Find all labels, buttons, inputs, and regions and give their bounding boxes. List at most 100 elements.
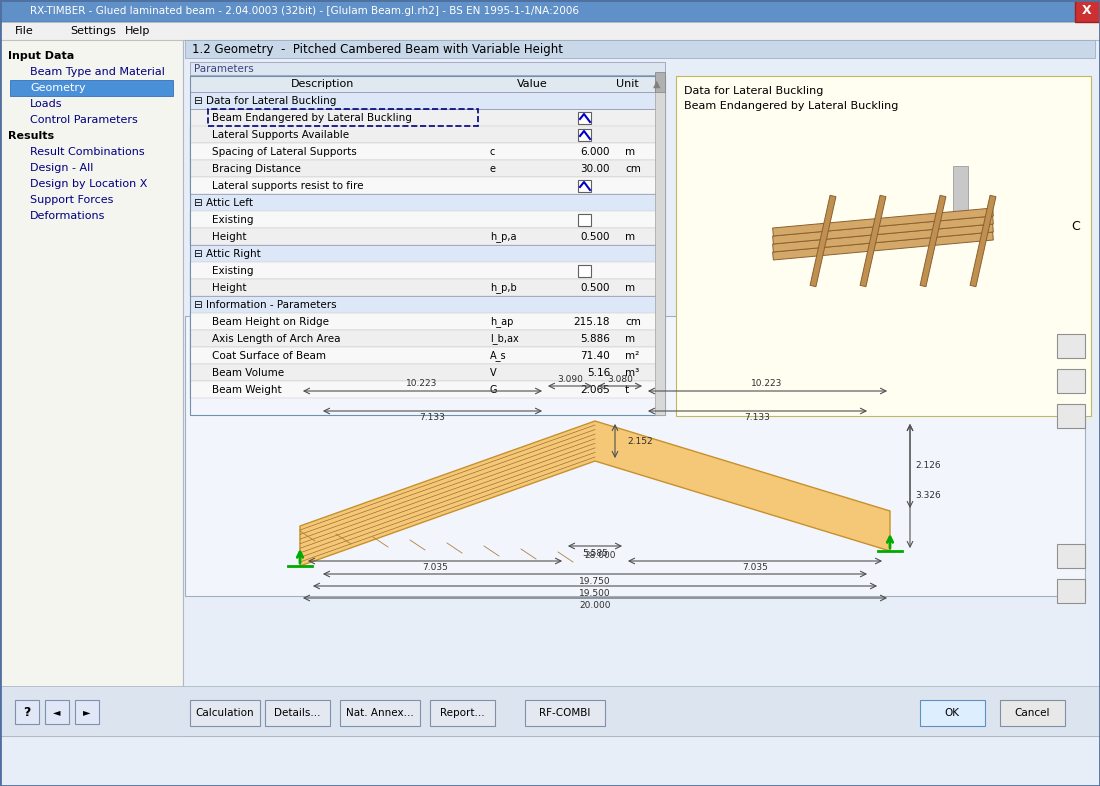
Bar <box>190 381 666 398</box>
Bar <box>654 72 666 92</box>
Bar <box>190 62 666 76</box>
Text: Description: Description <box>292 79 354 89</box>
Text: 7.133: 7.133 <box>419 413 444 423</box>
Bar <box>190 313 666 330</box>
Text: 5.585: 5.585 <box>582 549 608 557</box>
Text: 10.223: 10.223 <box>751 380 783 388</box>
Text: 5.886: 5.886 <box>580 334 611 344</box>
Text: Settings: Settings <box>70 26 116 36</box>
Text: Design - All: Design - All <box>30 163 94 173</box>
Text: Data for Lateral Buckling: Data for Lateral Buckling <box>684 86 824 96</box>
Text: Unit: Unit <box>616 79 638 89</box>
Bar <box>190 160 666 177</box>
Bar <box>578 214 591 226</box>
Text: Report...: Report... <box>440 708 484 718</box>
Text: ?: ? <box>23 706 31 718</box>
Bar <box>75 700 99 724</box>
Text: 20.000: 20.000 <box>580 601 611 609</box>
Polygon shape <box>300 421 890 566</box>
Text: cm: cm <box>625 164 641 174</box>
Text: G: G <box>490 385 497 395</box>
Text: Loads: Loads <box>30 99 63 109</box>
Bar <box>185 316 1085 596</box>
Text: Bracing Distance: Bracing Distance <box>212 164 301 174</box>
Text: ►: ► <box>84 707 90 717</box>
Bar <box>183 40 1100 736</box>
Text: V: V <box>490 368 496 378</box>
Polygon shape <box>810 196 836 287</box>
Bar <box>265 700 330 726</box>
Text: Beam Endangered by Lateral Buckling: Beam Endangered by Lateral Buckling <box>212 113 411 123</box>
Bar <box>185 40 1094 58</box>
Text: h_p,a: h_p,a <box>490 232 517 242</box>
Text: RX-TIMBER - Glued laminated beam - 2.04.0003 (32bit) - [Glulam Beam.gl.rh2] - BS: RX-TIMBER - Glued laminated beam - 2.04.… <box>30 6 579 16</box>
Bar <box>0 0 1100 22</box>
Text: 19.500: 19.500 <box>580 589 611 597</box>
Text: m: m <box>625 232 635 242</box>
Bar <box>920 700 984 726</box>
Text: C: C <box>1071 219 1080 233</box>
Bar <box>0 686 1100 736</box>
Text: RF-COMBI: RF-COMBI <box>539 708 591 718</box>
Polygon shape <box>860 196 886 287</box>
Text: Design by Location X: Design by Location X <box>30 179 147 189</box>
Bar <box>0 22 1100 40</box>
Text: m²: m² <box>625 351 639 361</box>
Bar <box>654 76 666 415</box>
Text: Lateral Supports Available: Lateral Supports Available <box>212 130 349 140</box>
Text: X: X <box>1082 5 1092 17</box>
Text: 3.080: 3.080 <box>607 374 632 384</box>
Bar <box>578 180 591 192</box>
Polygon shape <box>920 196 946 287</box>
Text: Help: Help <box>125 26 151 36</box>
Text: 1.2 Geometry  -  Pitched Cambered Beam with Variable Height: 1.2 Geometry - Pitched Cambered Beam wit… <box>192 42 563 56</box>
Text: m: m <box>625 283 635 293</box>
Bar <box>190 211 666 228</box>
Bar <box>430 700 495 726</box>
Bar <box>1057 334 1085 358</box>
Text: Beam Type and Material: Beam Type and Material <box>30 67 165 77</box>
Text: Details...: Details... <box>274 708 320 718</box>
Bar <box>578 129 591 141</box>
Text: ◄: ◄ <box>53 707 60 717</box>
Text: Result Combinations: Result Combinations <box>30 147 144 157</box>
Text: 6.000: 6.000 <box>581 147 611 157</box>
Text: Deformations: Deformations <box>30 211 106 221</box>
Text: Geometry: Geometry <box>30 83 86 93</box>
Text: l_b,ax: l_b,ax <box>490 333 519 344</box>
Text: 71.40: 71.40 <box>581 351 611 361</box>
Text: 0.500: 0.500 <box>581 232 611 242</box>
Text: 10.223: 10.223 <box>406 380 438 388</box>
Bar <box>190 194 666 211</box>
Bar <box>340 700 420 726</box>
Bar <box>1000 700 1065 726</box>
Polygon shape <box>772 224 993 252</box>
Bar <box>190 262 666 279</box>
Text: ⊟ Information - Parameters: ⊟ Information - Parameters <box>194 300 337 310</box>
Text: Spacing of Lateral Supports: Spacing of Lateral Supports <box>212 147 356 157</box>
Polygon shape <box>970 196 996 287</box>
Bar <box>15 700 39 724</box>
Text: cm: cm <box>625 317 641 327</box>
Text: Control Parameters: Control Parameters <box>30 115 138 125</box>
Bar <box>190 700 260 726</box>
Bar <box>1075 0 1100 22</box>
Bar <box>10 80 173 96</box>
Bar <box>1057 404 1085 428</box>
Bar <box>208 109 478 126</box>
Bar <box>578 112 591 124</box>
Bar <box>676 76 1091 416</box>
Text: Cancel: Cancel <box>1014 708 1049 718</box>
Text: 2.152: 2.152 <box>627 436 652 446</box>
Text: Input Data: Input Data <box>8 51 75 61</box>
Text: h_p,b: h_p,b <box>490 282 517 293</box>
Bar <box>190 228 666 245</box>
Text: A_s: A_s <box>490 351 507 362</box>
Polygon shape <box>772 232 993 260</box>
Text: 0.500: 0.500 <box>581 283 611 293</box>
Text: Beam Volume: Beam Volume <box>212 368 284 378</box>
Bar <box>578 265 591 277</box>
Text: t: t <box>625 385 629 395</box>
Bar <box>190 92 666 109</box>
Text: Parameters: Parameters <box>194 64 254 74</box>
